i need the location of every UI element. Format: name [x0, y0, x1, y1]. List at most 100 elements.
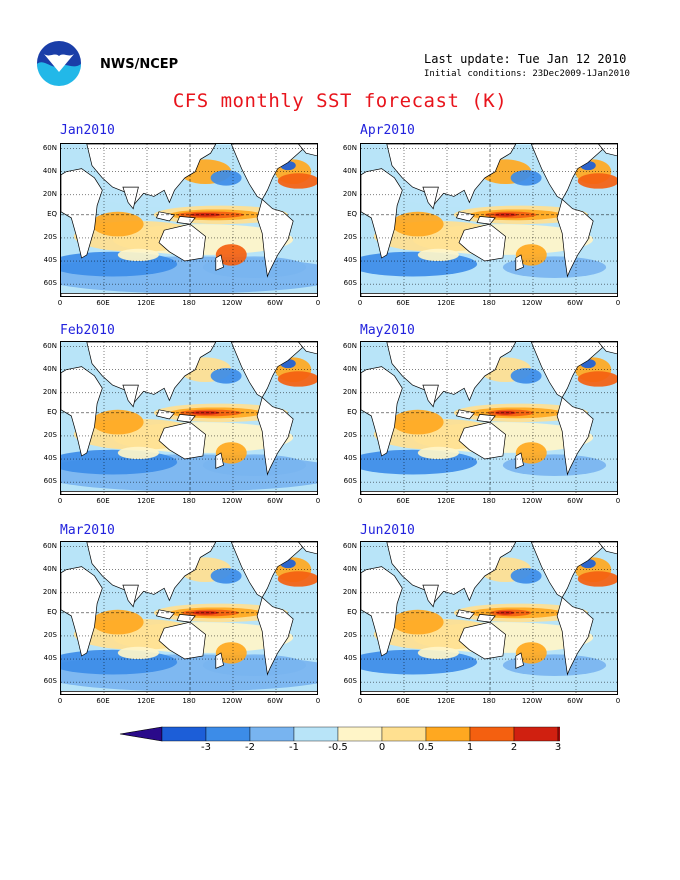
- longitude-label: 120E: [137, 497, 155, 505]
- landmass: [86, 144, 217, 207]
- sst-anomaly-region: [191, 410, 220, 415]
- longitude-label: 60E: [396, 697, 410, 705]
- initial-conditions-text: Initial conditions: 23Dec2009-1Jan2010: [424, 69, 630, 79]
- latitude-label: 40N: [42, 166, 57, 175]
- landmass: [422, 584, 439, 608]
- colorbar-segment: [469, 726, 515, 742]
- longitude-label: 60W: [267, 697, 283, 705]
- colorbar-tick-label: -1: [289, 742, 299, 753]
- latitude-label: 20S: [343, 232, 357, 241]
- landmass: [156, 609, 176, 620]
- panel-title: Feb2010: [60, 323, 115, 338]
- colorbar: [119, 726, 560, 742]
- landmass: [530, 144, 610, 200]
- landmass: [530, 542, 610, 598]
- landmass: [597, 542, 617, 555]
- latitude-label: EQ: [347, 407, 357, 416]
- panel-title: May2010: [360, 323, 415, 338]
- latitude-label: 20S: [343, 430, 357, 439]
- sst-anomaly-region: [91, 409, 144, 435]
- landmass: [61, 491, 317, 494]
- sst-anomaly-region: [210, 368, 242, 384]
- sst-anomaly-region: [391, 409, 444, 435]
- landmass: [515, 452, 524, 469]
- colorbar-tick-label: 2: [510, 742, 518, 753]
- sst-anomaly-region: [493, 212, 518, 217]
- panel-title: Mar2010: [60, 523, 115, 538]
- longitude-label: 60W: [567, 497, 583, 505]
- sst-anomaly-region: [117, 646, 160, 660]
- latitude-label: 40N: [42, 364, 57, 373]
- colorbar-tick-label: 0: [378, 742, 386, 753]
- landmass: [361, 566, 403, 657]
- landmass: [61, 566, 103, 657]
- landmass: [456, 609, 476, 620]
- landmass: [458, 621, 506, 660]
- landmass: [86, 342, 217, 405]
- landmass: [361, 366, 403, 457]
- sst-anomaly-region: [277, 571, 317, 587]
- sst-map-panel: [360, 341, 618, 495]
- sst-anomaly-region: [215, 642, 247, 664]
- latitude-label: 60N: [342, 143, 357, 152]
- landmass: [215, 652, 224, 669]
- panel-title: Apr2010: [360, 123, 415, 138]
- latitude-label: 20N: [42, 387, 57, 396]
- landmass: [456, 409, 476, 420]
- landmass: [361, 168, 403, 259]
- longitude-label: 120W: [521, 497, 543, 505]
- longitude-label: 120W: [521, 697, 543, 705]
- sst-anomaly-region: [91, 609, 144, 635]
- landmass: [597, 144, 617, 157]
- longitude-label: 0: [315, 497, 321, 505]
- latitude-label: 60S: [343, 677, 357, 686]
- landmass: [230, 542, 310, 598]
- landmass: [158, 621, 206, 660]
- colorbar-tick-label: 3: [554, 742, 562, 753]
- landmass: [458, 223, 506, 262]
- landmass: [422, 186, 439, 210]
- landmass: [156, 211, 176, 222]
- sst-anomaly-region: [210, 568, 242, 584]
- landmass: [297, 342, 317, 355]
- longitude-label: 0: [615, 299, 621, 307]
- latitude-label: 20N: [42, 189, 57, 198]
- latitude-label: EQ: [347, 607, 357, 616]
- longitude-label: 180: [182, 497, 196, 505]
- latitude-label: 40S: [343, 654, 357, 663]
- page-title: CFS monthly SST forecast (K): [172, 90, 508, 112]
- last-update-text: Last update: Tue Jan 12 2010: [424, 52, 627, 66]
- landmass: [86, 542, 217, 605]
- sst-anomaly-region: [417, 248, 460, 262]
- landmass: [515, 652, 524, 669]
- landmass: [215, 452, 224, 469]
- longitude-label: 180: [482, 299, 496, 307]
- sst-map-panel: [360, 541, 618, 695]
- landmass: [156, 409, 176, 420]
- sst-anomaly-region: [510, 568, 542, 584]
- latitude-label: 40N: [342, 564, 357, 573]
- sst-anomaly-region: [515, 642, 547, 664]
- sst-anomaly-region: [515, 442, 547, 464]
- latitude-label: 40N: [342, 364, 357, 373]
- sst-anomaly-region: [391, 609, 444, 635]
- agency-label: NWS/NCEP: [100, 57, 179, 72]
- longitude-label: 0: [357, 299, 363, 307]
- latitude-label: 60S: [43, 677, 57, 686]
- latitude-label: 40N: [42, 564, 57, 573]
- latitude-label: 40S: [43, 256, 57, 265]
- landmass: [61, 366, 103, 457]
- landmass: [158, 421, 206, 460]
- latitude-label: 60N: [342, 541, 357, 550]
- latitude-label: EQ: [47, 209, 57, 218]
- colorbar-min-arrow: [119, 726, 163, 742]
- landmass: [386, 342, 517, 405]
- longitude-label: 120E: [437, 299, 455, 307]
- sst-anomaly-region: [391, 211, 444, 237]
- longitude-label: 0: [315, 697, 321, 705]
- sst-anomaly-region: [510, 368, 542, 384]
- colorbar-segment: [557, 726, 560, 742]
- latitude-label: 60N: [342, 341, 357, 350]
- latitude-label: 40S: [43, 454, 57, 463]
- landmass: [61, 168, 103, 259]
